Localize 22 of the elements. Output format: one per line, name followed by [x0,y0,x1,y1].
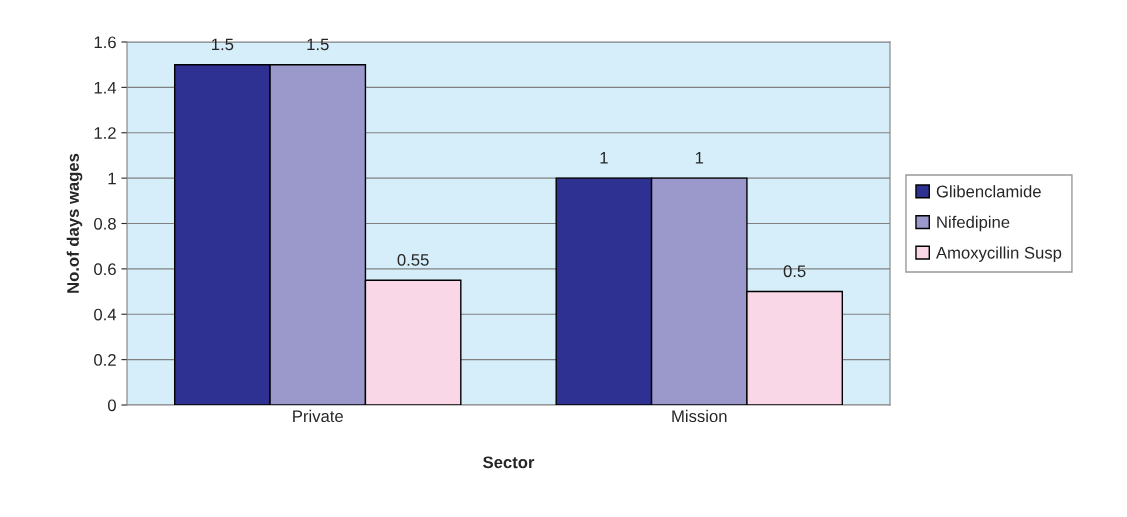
data-label: 1 [695,152,704,164]
y-tick-label: 0.2 [94,354,116,366]
data-label: 1 [600,152,608,164]
y-tick-label: 0.6 [94,263,116,276]
x-tick-label: Private [293,409,343,423]
data-label: 1.5 [212,38,234,51]
y-tick-label: 0.8 [94,217,116,230]
y-tick-label: 0 [107,399,116,412]
data-label: 0.55 [397,254,429,266]
y-axis-title: No.of days wages [66,153,83,293]
legend-label: Glibenclamide [936,185,1041,198]
y-tick-label: 1.6 [94,36,116,49]
data-label: 1.5 [307,38,329,51]
y-tick-label: 0.4 [94,308,117,321]
y-tick-label: 1.4 [94,81,117,94]
x-axis-title: Sector [483,456,535,469]
y-tick-label: 1 [108,172,116,185]
legend-label: Amoxycillin Susp [936,246,1062,262]
x-tick-label: Mission [672,409,727,423]
legend-label: Nifedipine [937,215,1010,232]
y-tick-label: 1.2 [94,127,116,139]
data-label: 0.5 [783,265,806,278]
